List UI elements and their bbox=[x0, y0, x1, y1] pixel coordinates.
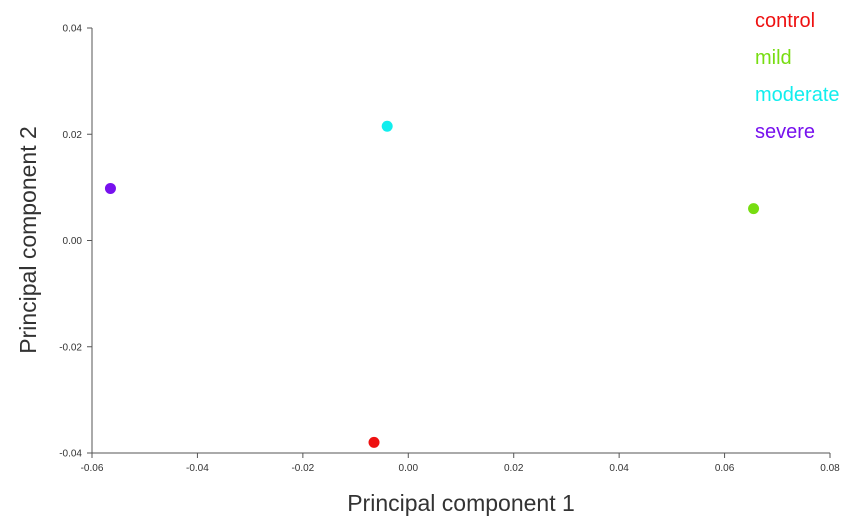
y-tick-label: 0.04 bbox=[63, 24, 83, 35]
x-ticks: -0.06 -0.04 -0.02 0.00 0.02 0.04 0.06 0.08 bbox=[81, 453, 840, 474]
x-tick-label: 0.02 bbox=[504, 463, 524, 474]
x-tick-label: 0.04 bbox=[609, 463, 629, 474]
legend-entry-moderate: moderate bbox=[755, 84, 840, 106]
data-point-moderate bbox=[381, 120, 393, 132]
data-point-severe bbox=[104, 182, 116, 194]
legend-entry-severe: severe bbox=[755, 121, 815, 143]
data-point-mild bbox=[748, 203, 760, 215]
y-ticks: -0.04 -0.02 0.00 0.02 0.04 bbox=[59, 24, 92, 460]
x-axis-title: Principal component 1 bbox=[347, 490, 575, 516]
data-points bbox=[104, 120, 760, 448]
y-tick-label: -0.02 bbox=[59, 342, 82, 353]
x-tick-label: 0.00 bbox=[399, 463, 419, 474]
legend: control mild moderate severe bbox=[755, 10, 840, 143]
y-tick-label: -0.04 bbox=[59, 449, 82, 460]
legend-entry-control: control bbox=[755, 10, 815, 32]
x-tick-label: 0.06 bbox=[715, 463, 735, 474]
y-axis-title: Principal component 2 bbox=[15, 126, 41, 354]
x-tick-label: -0.06 bbox=[81, 463, 104, 474]
legend-entry-mild: mild bbox=[755, 47, 792, 69]
axes bbox=[91, 28, 830, 454]
y-tick-label: 0.02 bbox=[63, 130, 83, 141]
x-tick-label: -0.04 bbox=[186, 463, 209, 474]
x-tick-label: -0.02 bbox=[291, 463, 314, 474]
y-tick-label: 0.00 bbox=[63, 236, 83, 247]
data-point-control bbox=[368, 436, 380, 448]
x-tick-label: 0.08 bbox=[820, 463, 840, 474]
